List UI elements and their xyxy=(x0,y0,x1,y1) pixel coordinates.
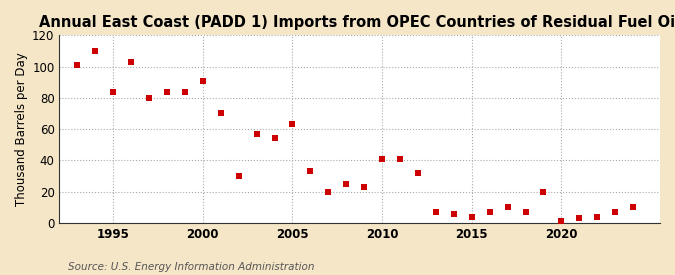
Point xyxy=(305,169,316,174)
Point xyxy=(395,156,406,161)
Point xyxy=(126,60,136,64)
Point xyxy=(269,136,280,141)
Point xyxy=(251,132,262,136)
Point xyxy=(108,89,119,94)
Point xyxy=(412,171,423,175)
Point xyxy=(180,89,190,94)
Point xyxy=(215,111,226,116)
Point xyxy=(144,96,155,100)
Point xyxy=(323,189,333,194)
Point xyxy=(556,219,567,224)
Text: Source: U.S. Energy Information Administration: Source: U.S. Energy Information Administ… xyxy=(68,262,314,272)
Point xyxy=(287,122,298,127)
Point xyxy=(431,210,441,214)
Point xyxy=(197,78,208,83)
Point xyxy=(628,205,639,210)
Point xyxy=(484,210,495,214)
Point xyxy=(234,174,244,178)
Point xyxy=(520,210,531,214)
Title: Annual East Coast (PADD 1) Imports from OPEC Countries of Residual Fuel Oil: Annual East Coast (PADD 1) Imports from … xyxy=(39,15,675,30)
Point xyxy=(90,49,101,53)
Point xyxy=(341,182,352,186)
Point xyxy=(448,211,459,216)
Point xyxy=(502,205,513,210)
Point xyxy=(72,63,83,67)
Point xyxy=(592,214,603,219)
Point xyxy=(359,185,370,189)
Point xyxy=(377,156,387,161)
Point xyxy=(466,214,477,219)
Point xyxy=(161,89,172,94)
Point xyxy=(610,210,620,214)
Point xyxy=(574,216,585,220)
Point xyxy=(538,189,549,194)
Y-axis label: Thousand Barrels per Day: Thousand Barrels per Day xyxy=(15,52,28,206)
